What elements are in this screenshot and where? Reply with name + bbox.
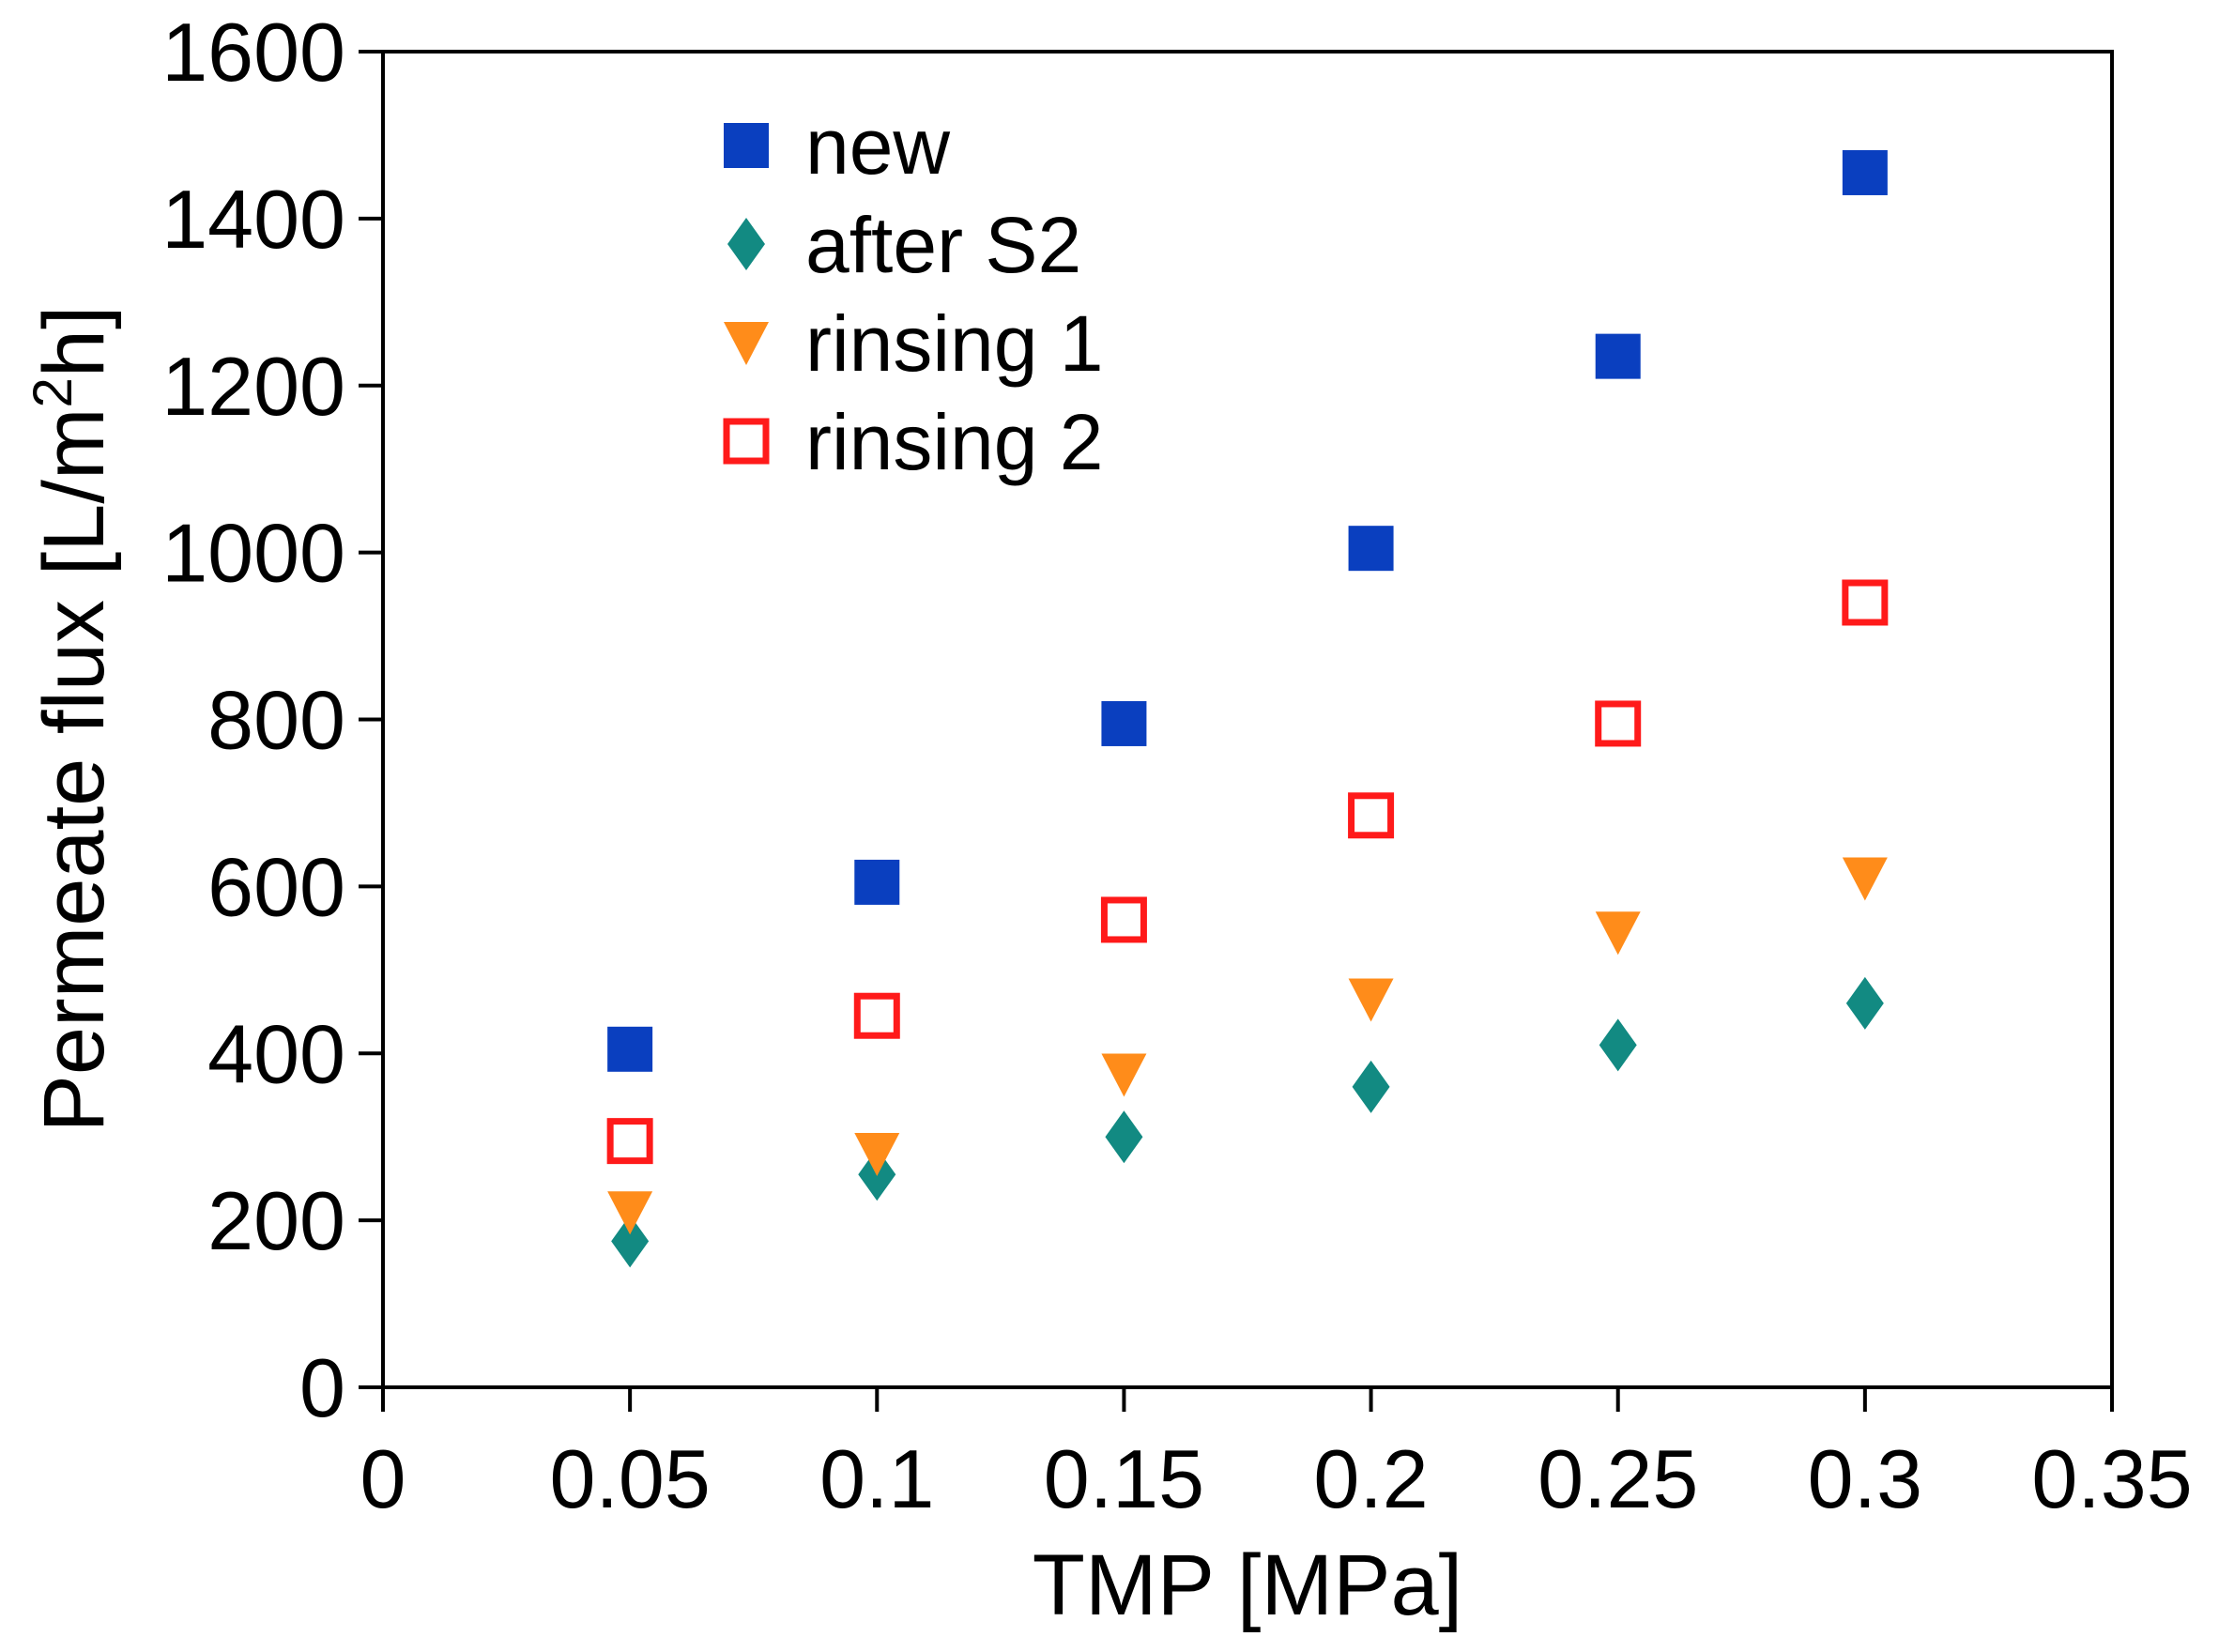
series-rinsing-1 <box>607 857 1888 1235</box>
point-new <box>1595 333 1641 379</box>
x-tick-label: 0.1 <box>819 1432 934 1525</box>
y-tick-label: 1600 <box>161 6 345 99</box>
y-axis-title-sup: 2 <box>23 377 84 407</box>
x-tick-label: 0.35 <box>2031 1432 2192 1525</box>
legend: new after S2 rinsing 1 rinsing 2 <box>723 102 1104 486</box>
point-after-s2 <box>1599 1018 1637 1072</box>
legend-label-rinsing-2: rinsing 2 <box>805 398 1104 486</box>
y-tick-label: 1200 <box>161 340 345 433</box>
point-new <box>1842 149 1888 195</box>
y-tick-label: 400 <box>207 1007 345 1100</box>
point-rinsing-1 <box>1595 911 1641 956</box>
y-tick-label: 1000 <box>161 507 345 600</box>
point-new <box>854 859 900 905</box>
y-tick-label: 0 <box>299 1341 345 1434</box>
point-after-s2 <box>1352 1060 1390 1113</box>
point-after-s2 <box>1845 976 1884 1030</box>
y-axis-title: Permeate flux [L/m2h] <box>23 305 122 1132</box>
plot-area <box>381 50 2114 1389</box>
point-rinsing-2 <box>1595 700 1642 747</box>
series-after-s2 <box>611 976 1884 1268</box>
point-new <box>1101 700 1147 746</box>
x-tick-label: 0.15 <box>1044 1432 1204 1525</box>
point-rinsing-2 <box>606 1118 653 1165</box>
x-tick-label: 0.3 <box>1808 1432 1922 1525</box>
point-rinsing-1 <box>607 1191 653 1235</box>
legend-marker-new <box>724 123 769 168</box>
point-rinsing-2 <box>1348 792 1395 839</box>
point-new <box>607 1026 653 1072</box>
legend-label-new: new <box>805 102 950 191</box>
point-rinsing-2 <box>853 992 900 1039</box>
point-rinsing-1 <box>1348 978 1394 1022</box>
y-tick-label: 1400 <box>161 173 345 266</box>
point-rinsing-1 <box>1101 1053 1147 1097</box>
legend-marker-rinsing-2 <box>723 418 770 465</box>
y-tick-label: 600 <box>207 840 345 933</box>
x-axis: 0 0.05 0.1 0.15 0.2 0.25 0.3 0.35 <box>360 1387 2193 1525</box>
point-rinsing-2 <box>1100 896 1147 943</box>
y-axis-title-main: Permeate flux [L/m <box>26 407 122 1132</box>
y-axis: 0 200 400 600 800 1000 1200 1400 1600 <box>161 6 383 1434</box>
point-rinsing-1 <box>854 1132 900 1176</box>
point-new <box>1348 526 1394 572</box>
legend-marker-after-s2 <box>727 218 765 270</box>
x-tick-label: 0.2 <box>1313 1432 1428 1525</box>
x-tick-label: 0 <box>360 1432 406 1525</box>
y-tick-label: 800 <box>207 674 345 767</box>
data-points <box>606 149 1889 1268</box>
series-new <box>607 149 1888 1072</box>
point-rinsing-1 <box>1842 857 1888 901</box>
legend-label-after-s2: after S2 <box>805 201 1081 289</box>
point-rinsing-2 <box>1842 579 1889 626</box>
x-tick-label: 0.05 <box>550 1432 711 1525</box>
x-tick-label: 0.25 <box>1538 1432 1698 1525</box>
y-tick-label: 200 <box>207 1174 345 1267</box>
series-rinsing-2 <box>606 579 1889 1165</box>
y-axis-title-tail: h] <box>26 305 122 377</box>
legend-marker-rinsing-1 <box>724 322 769 365</box>
legend-label-rinsing-1: rinsing 1 <box>805 299 1104 388</box>
x-axis-title: TMP [MPa] <box>1033 1537 1462 1633</box>
point-after-s2 <box>1105 1110 1143 1164</box>
point-after-s2 <box>611 1215 650 1268</box>
